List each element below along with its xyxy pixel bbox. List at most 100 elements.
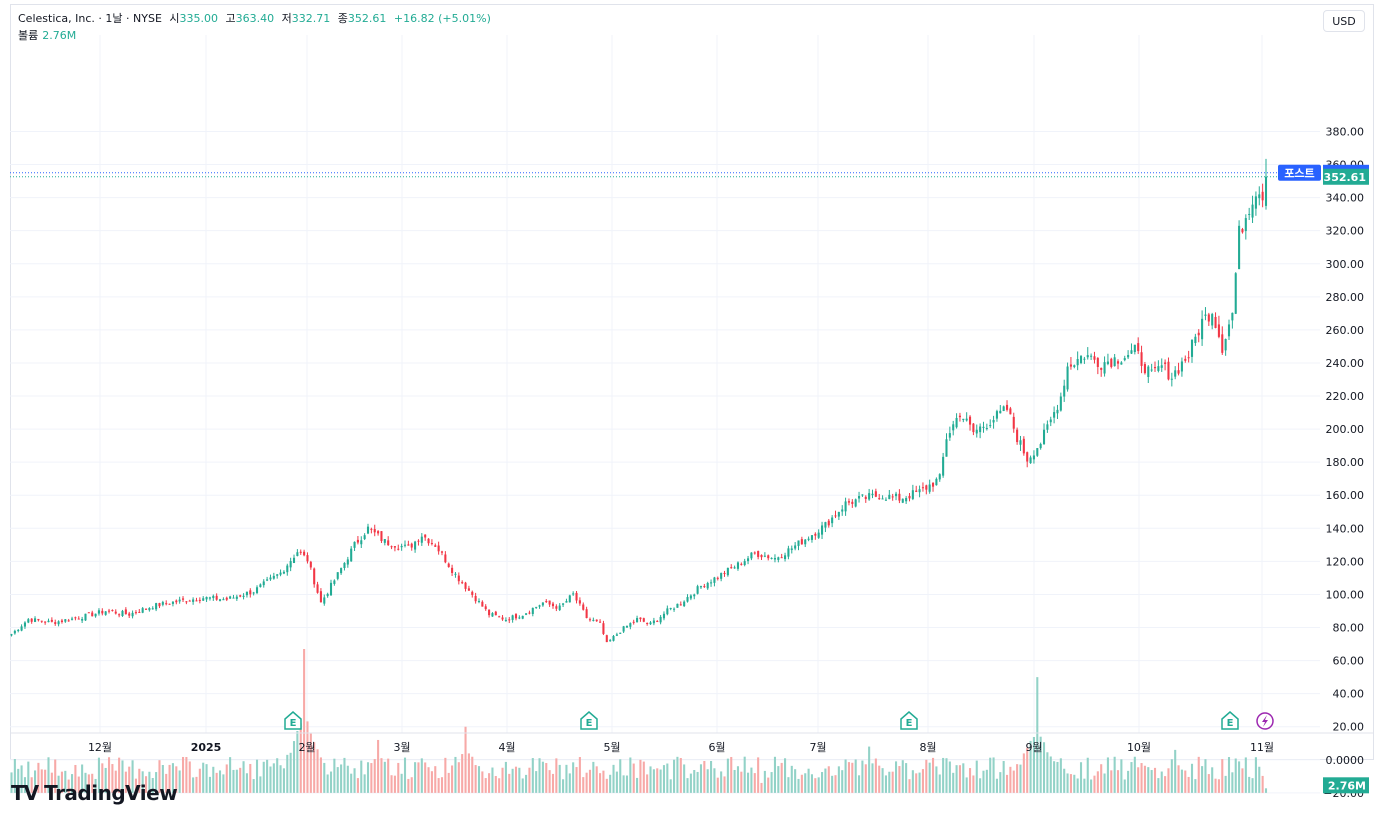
y-tick-label: 200.00	[1326, 423, 1365, 436]
candle-body	[1019, 440, 1022, 445]
candle-body	[592, 619, 595, 621]
last-price-tag: 352.61	[1324, 171, 1366, 184]
candle-body	[353, 541, 356, 548]
candle-body	[1137, 343, 1140, 352]
candle-body	[757, 551, 760, 557]
change-value: +16.82 (+5.01%)	[393, 12, 491, 25]
candle-body	[266, 579, 269, 581]
candle-body	[1096, 358, 1099, 367]
chart-legend: Celestica, Inc. · 1날 · NYSE 시335.00 고363…	[18, 11, 491, 27]
volume-bar	[575, 767, 578, 793]
candle-body	[1170, 378, 1173, 380]
candle-body	[91, 612, 94, 617]
volume-bar	[292, 741, 296, 793]
earnings-marker: E	[900, 711, 918, 730]
event-marker	[1256, 712, 1274, 730]
volume-bar	[457, 762, 460, 793]
tradingview-brand[interactable]: TV TradingView	[11, 779, 178, 807]
candle-body	[1217, 324, 1220, 337]
volume-bar	[1005, 774, 1009, 793]
candle-body	[141, 608, 144, 613]
candle-body	[178, 599, 181, 602]
candle-body	[1177, 370, 1180, 374]
x-tick-label: 2월	[298, 741, 315, 754]
open-label: 시	[169, 12, 180, 25]
volume-bar	[985, 769, 988, 793]
candle-body	[165, 603, 168, 605]
volume-bar	[158, 760, 161, 793]
candle-body	[10, 634, 13, 636]
volume-bar	[1100, 764, 1103, 793]
currency-button[interactable]: USD	[1323, 10, 1365, 32]
candle-body	[1029, 457, 1032, 464]
volume-bar	[891, 771, 894, 793]
candle-body	[1100, 367, 1103, 370]
volume-bar	[1110, 770, 1113, 793]
volume-bar	[1211, 767, 1214, 793]
symbol-title[interactable]: Celestica, Inc. · 1날 · NYSE	[18, 12, 162, 25]
volume-bar	[942, 757, 945, 793]
x-tick-label: 11월	[1250, 741, 1274, 754]
post-label-bg	[1278, 164, 1321, 181]
candle-body	[686, 597, 689, 602]
volume-bar	[844, 759, 847, 793]
volume-bar	[861, 760, 864, 793]
candle-body	[333, 580, 336, 584]
volume-bar	[440, 777, 444, 793]
candle-body	[77, 618, 80, 620]
volume-bar	[138, 768, 141, 793]
candle-body	[64, 619, 67, 622]
volume-bar	[757, 757, 760, 793]
candle-body	[34, 618, 37, 622]
volume-bar	[383, 761, 386, 793]
candle-body	[861, 494, 864, 496]
volume-bar	[114, 770, 117, 793]
candle-body	[1039, 444, 1042, 449]
candle-body	[410, 543, 413, 548]
volume-bar	[397, 762, 400, 793]
volume-bar	[1227, 757, 1231, 793]
volume-bar	[47, 757, 50, 793]
volume-bar	[447, 772, 450, 793]
volume-bar	[975, 760, 978, 793]
volume-bar	[279, 765, 282, 793]
volume-bar	[494, 775, 497, 793]
volume-bar	[118, 757, 121, 793]
volume-bar	[444, 757, 447, 793]
candle-body	[101, 610, 104, 614]
candle-body	[104, 611, 107, 615]
volume-bar	[208, 776, 211, 793]
volume-bar	[1103, 773, 1106, 793]
volume-bar	[901, 760, 904, 793]
candle-body	[276, 574, 279, 576]
volume-bar	[639, 759, 642, 793]
volume-bar	[360, 760, 363, 793]
candle-body	[518, 617, 521, 619]
volume-bar	[710, 760, 713, 793]
volume-bar	[17, 768, 20, 793]
volume-bar	[609, 774, 612, 793]
candle-body	[252, 592, 255, 594]
volume-bar	[588, 769, 592, 793]
candle-body	[605, 635, 608, 643]
volume-bar	[716, 777, 719, 793]
candle-body	[723, 572, 726, 574]
volume-bar	[888, 771, 891, 793]
volume-bar	[1046, 752, 1049, 793]
candle-body	[824, 522, 827, 528]
volume-bar	[175, 766, 178, 793]
volume-bar	[1150, 770, 1153, 793]
volume-bar	[1106, 757, 1109, 793]
candle-body	[1221, 334, 1224, 353]
candle-body	[272, 575, 275, 579]
y-tick-label: 260.00	[1326, 324, 1365, 337]
candle-body	[784, 555, 787, 560]
volume-bar	[736, 766, 740, 793]
candle-body	[195, 600, 198, 602]
candle-body	[666, 608, 669, 615]
volume-bar	[797, 778, 800, 793]
volume-bar	[814, 778, 817, 793]
volume-bar	[938, 774, 941, 793]
candle-body	[525, 613, 528, 615]
